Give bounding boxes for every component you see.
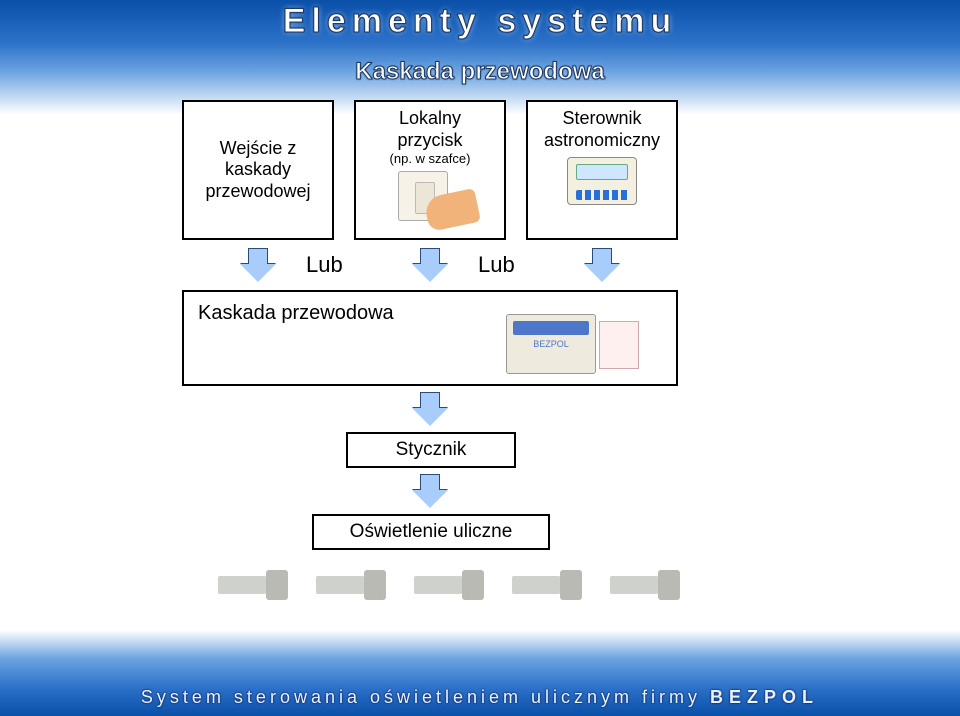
box-sterownik: Sterownik astronomiczny [526,100,678,240]
lamp-icon [414,570,484,600]
box-wejscie: Wejście z kaskady przewodowej [182,100,334,240]
lamp-icon [218,570,288,600]
arrow-down-icon [412,474,448,508]
label-lub: Lub [478,252,515,278]
text: kaskady [225,159,291,181]
box-stycznik: Stycznik [346,432,516,468]
arrow-down-icon [584,248,620,282]
arrow-down-icon [412,248,448,282]
text: (np. w szafce) [390,151,471,167]
lamp-icon [512,570,582,600]
footer: System sterowania oświetleniem ulicznym … [0,687,960,708]
text: Sterownik [562,108,641,130]
text: astronomiczny [544,130,660,152]
text: przycisk [397,130,462,152]
label-lub: Lub [306,252,343,278]
controller-graphic [567,157,637,205]
text: Lokalny [399,108,461,130]
box-oswietlenie: Oświetlenie uliczne [312,514,550,550]
box-przycisk: Lokalny przycisk (np. w szafce) [354,100,506,240]
page-title: Elementy systemu [0,2,960,41]
footer-brand: BEZPOL [710,687,819,707]
lamp-icon [316,570,386,600]
box-kaskada: Kaskada przewodowa [182,290,678,386]
switch-hand-graphic [380,171,480,231]
text: Stycznik [396,439,467,461]
text: Oświetlenie uliczne [350,521,513,543]
page-subtitle: Kaskada przewodowa [0,58,960,86]
module-graphic [506,314,596,374]
street-lamps-graphic [218,570,680,600]
arrow-down-icon [412,392,448,426]
lamp-icon [610,570,680,600]
arrow-down-icon [240,248,276,282]
text: przewodowej [205,181,310,203]
text: Kaskada przewodowa [198,302,394,325]
text: Wejście z [220,138,297,160]
module-label-graphic [599,321,639,369]
footer-text: System sterowania oświetleniem ulicznym … [141,687,710,707]
